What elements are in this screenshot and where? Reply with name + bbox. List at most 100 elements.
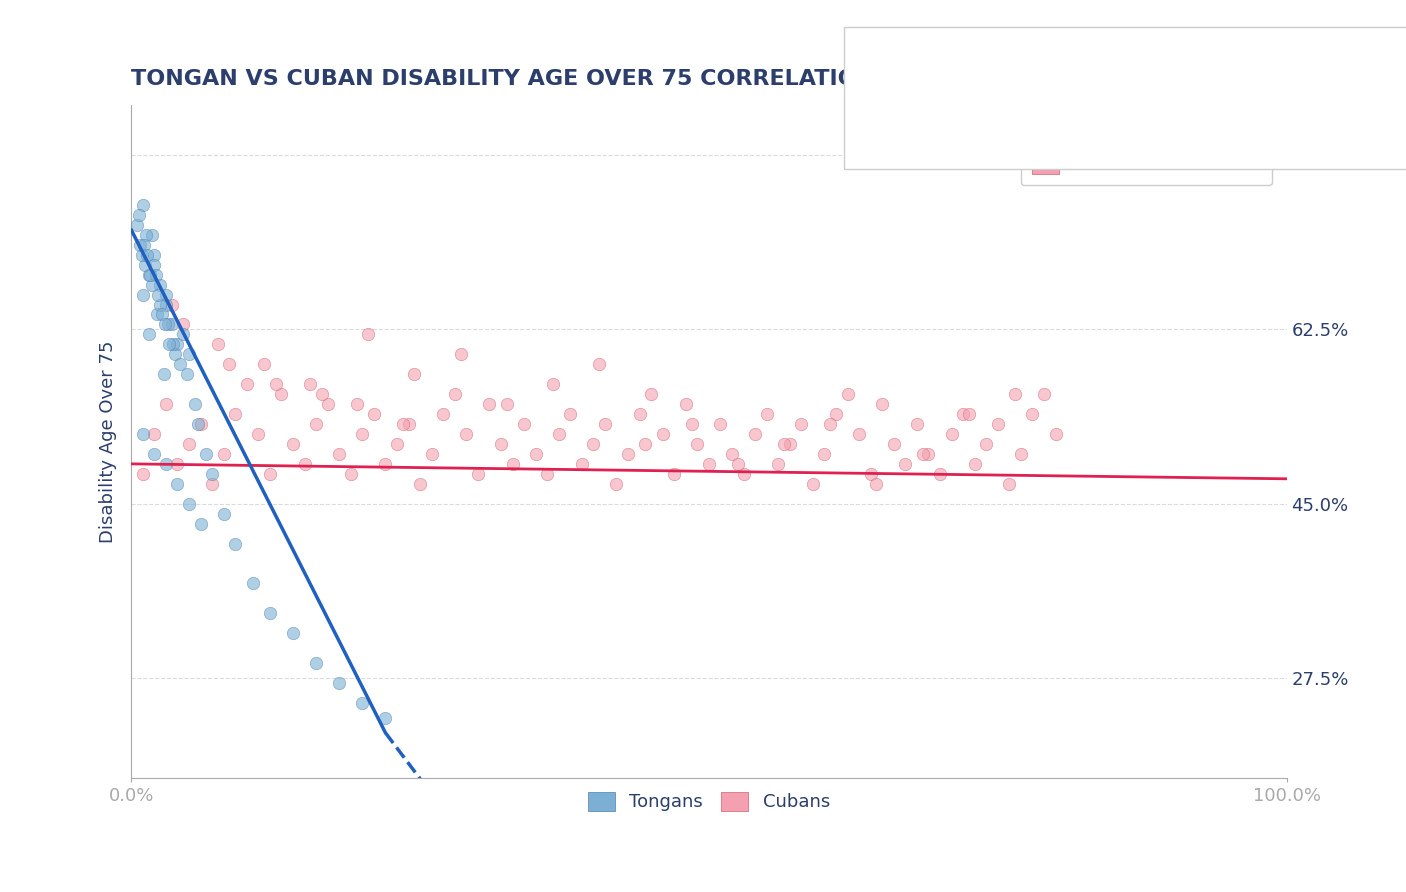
Point — [571, 457, 593, 471]
Point — [305, 656, 328, 670]
Point — [432, 407, 454, 421]
Point — [801, 476, 824, 491]
Point — [686, 437, 709, 451]
Point — [149, 297, 172, 311]
Point — [153, 318, 176, 332]
Point — [998, 476, 1021, 491]
Point — [190, 417, 212, 431]
Point — [339, 467, 361, 481]
Point — [755, 407, 778, 421]
Point — [398, 417, 420, 431]
Point — [141, 277, 163, 292]
Point — [974, 437, 997, 451]
Point — [917, 447, 939, 461]
Point — [727, 457, 749, 471]
Point — [177, 437, 200, 451]
Point — [744, 427, 766, 442]
Point — [883, 437, 905, 451]
Point — [160, 318, 183, 332]
Point — [132, 237, 155, 252]
Point — [363, 407, 385, 421]
Point — [135, 227, 157, 242]
Point — [588, 357, 610, 371]
Point — [957, 407, 980, 421]
Point — [536, 467, 558, 481]
Point — [681, 417, 703, 431]
Point — [502, 457, 524, 471]
Point — [733, 467, 755, 481]
Point — [1021, 407, 1043, 421]
Point — [207, 337, 229, 351]
Text: TONGAN VS CUBAN DISABILITY AGE OVER 75 CORRELATION CHART: TONGAN VS CUBAN DISABILITY AGE OVER 75 C… — [131, 69, 966, 88]
Point — [513, 417, 536, 431]
Point — [929, 467, 952, 481]
Point — [941, 427, 963, 442]
Point — [987, 417, 1010, 431]
Point — [305, 417, 328, 431]
Point — [253, 357, 276, 371]
Point — [374, 711, 396, 725]
Point — [859, 467, 882, 481]
Point — [495, 397, 517, 411]
Point — [218, 357, 240, 371]
Point — [328, 676, 350, 690]
Point — [420, 447, 443, 461]
Point — [905, 417, 928, 431]
Text: Source: ZipAtlas.com: Source: ZipAtlas.com — [1230, 27, 1378, 41]
Point — [177, 347, 200, 361]
Point — [236, 377, 259, 392]
Point — [138, 327, 160, 342]
Point — [212, 447, 235, 461]
Point — [911, 447, 934, 461]
Point — [264, 377, 287, 392]
Point — [779, 437, 801, 451]
Point — [952, 407, 974, 421]
Point — [1033, 387, 1056, 401]
Point — [160, 297, 183, 311]
Point — [184, 397, 207, 411]
Point — [374, 457, 396, 471]
Point — [195, 447, 218, 461]
Point — [259, 467, 281, 481]
Point — [132, 427, 155, 442]
Point — [143, 427, 166, 442]
Point — [270, 387, 292, 401]
Point — [155, 397, 177, 411]
Point — [190, 516, 212, 531]
Point — [132, 467, 155, 481]
Point — [146, 287, 169, 301]
Point — [628, 407, 651, 421]
Point — [825, 407, 848, 421]
Point — [157, 337, 180, 351]
Point — [149, 277, 172, 292]
Point — [617, 447, 640, 461]
Point — [143, 248, 166, 262]
Point — [201, 476, 224, 491]
Point — [352, 427, 374, 442]
Point — [242, 576, 264, 591]
Point — [201, 467, 224, 481]
Point — [145, 268, 167, 282]
Point — [697, 457, 720, 471]
Point — [721, 447, 744, 461]
Point — [187, 417, 209, 431]
Point — [651, 427, 673, 442]
Point — [467, 467, 489, 481]
Point — [157, 318, 180, 332]
Point — [166, 457, 188, 471]
Point — [138, 268, 160, 282]
Point — [385, 437, 408, 451]
Point — [131, 248, 153, 262]
Point — [172, 327, 194, 342]
Point — [143, 258, 166, 272]
Point — [172, 318, 194, 332]
Point — [1045, 427, 1067, 442]
Point — [177, 497, 200, 511]
Point — [790, 417, 813, 431]
Point — [259, 606, 281, 620]
Point — [176, 368, 198, 382]
Point — [294, 457, 316, 471]
Point — [155, 457, 177, 471]
Point — [634, 437, 657, 451]
Point — [129, 237, 152, 252]
